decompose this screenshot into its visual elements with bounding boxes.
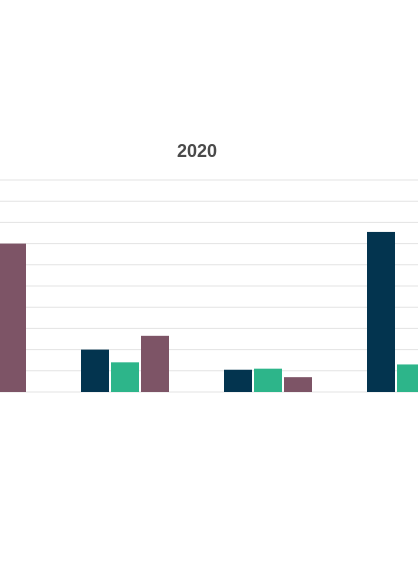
bar xyxy=(224,369,252,392)
bar xyxy=(141,335,169,392)
bar xyxy=(111,362,139,392)
chart-title: 2020 xyxy=(177,141,217,161)
bar xyxy=(0,243,26,392)
bar xyxy=(397,364,418,392)
bar xyxy=(81,349,109,392)
bar xyxy=(367,231,395,392)
bar xyxy=(284,377,312,392)
bar xyxy=(254,368,282,392)
